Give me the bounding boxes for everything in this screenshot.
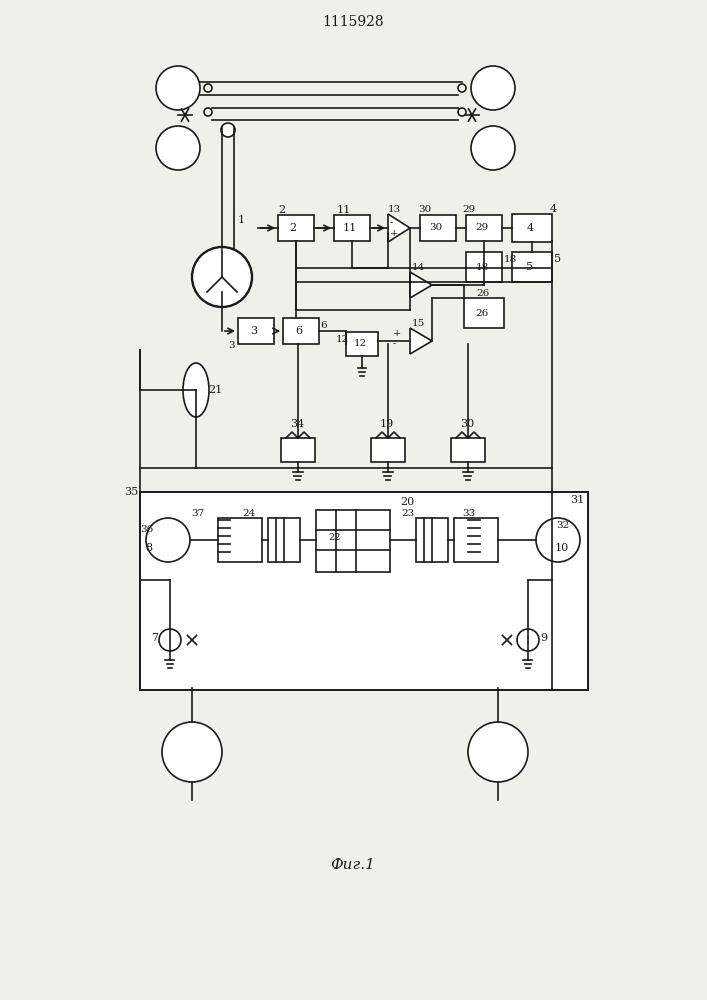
Text: 7: 7 bbox=[151, 633, 158, 643]
Text: 30: 30 bbox=[429, 224, 443, 232]
Text: 30: 30 bbox=[418, 205, 431, 214]
Text: 31: 31 bbox=[570, 495, 584, 505]
Text: 8: 8 bbox=[145, 543, 152, 553]
Text: 6: 6 bbox=[320, 320, 327, 330]
Text: 2: 2 bbox=[278, 205, 285, 215]
Text: 29: 29 bbox=[475, 224, 489, 232]
Bar bbox=[454, 518, 498, 562]
Ellipse shape bbox=[183, 363, 209, 417]
Text: 34: 34 bbox=[290, 419, 304, 429]
Polygon shape bbox=[410, 272, 432, 298]
Text: 18: 18 bbox=[475, 262, 489, 271]
Text: 4: 4 bbox=[550, 204, 557, 214]
Text: +: + bbox=[390, 229, 398, 237]
Text: 12: 12 bbox=[354, 340, 367, 349]
Text: 22: 22 bbox=[328, 532, 341, 542]
Circle shape bbox=[156, 66, 200, 110]
Text: 9: 9 bbox=[540, 633, 547, 643]
Text: 11: 11 bbox=[343, 223, 357, 233]
Bar bbox=[466, 215, 502, 241]
Bar bbox=[268, 518, 300, 562]
Circle shape bbox=[204, 108, 212, 116]
Text: 3: 3 bbox=[228, 340, 235, 350]
Text: 21: 21 bbox=[208, 385, 222, 395]
Text: 5: 5 bbox=[554, 254, 561, 264]
Text: 33: 33 bbox=[462, 508, 475, 518]
Bar bbox=[416, 518, 448, 562]
Circle shape bbox=[471, 66, 515, 110]
Text: -: - bbox=[390, 219, 393, 228]
Text: 19: 19 bbox=[380, 419, 395, 429]
Text: 14: 14 bbox=[412, 263, 425, 272]
Bar bbox=[218, 518, 262, 562]
Text: 20: 20 bbox=[400, 497, 414, 507]
Circle shape bbox=[159, 629, 181, 651]
Bar bbox=[466, 252, 502, 282]
Text: 36: 36 bbox=[140, 526, 153, 534]
Circle shape bbox=[221, 123, 235, 137]
Text: 15: 15 bbox=[412, 320, 425, 328]
Text: 26: 26 bbox=[475, 308, 489, 318]
Circle shape bbox=[204, 84, 212, 92]
Circle shape bbox=[458, 108, 466, 116]
Text: 37: 37 bbox=[192, 508, 205, 518]
Bar bbox=[512, 214, 552, 242]
Text: 29: 29 bbox=[462, 205, 475, 214]
Bar bbox=[420, 215, 456, 241]
Bar bbox=[278, 215, 314, 241]
Bar bbox=[512, 252, 552, 282]
Bar bbox=[371, 438, 405, 462]
Text: 13: 13 bbox=[388, 205, 402, 214]
Circle shape bbox=[517, 629, 539, 651]
Text: -: - bbox=[393, 340, 396, 349]
Text: 10: 10 bbox=[555, 543, 569, 553]
Bar bbox=[464, 298, 504, 328]
Circle shape bbox=[536, 518, 580, 562]
Circle shape bbox=[458, 84, 466, 92]
Text: 4: 4 bbox=[527, 223, 534, 233]
Text: 1115928: 1115928 bbox=[322, 15, 384, 29]
Text: 35: 35 bbox=[124, 487, 138, 497]
Text: 3: 3 bbox=[250, 326, 257, 336]
Text: 2: 2 bbox=[289, 223, 296, 233]
Text: 5: 5 bbox=[527, 262, 534, 272]
Polygon shape bbox=[388, 214, 410, 242]
Bar bbox=[283, 318, 319, 344]
Bar bbox=[238, 318, 274, 344]
Text: 12: 12 bbox=[336, 336, 349, 344]
Text: 26: 26 bbox=[476, 290, 489, 298]
Polygon shape bbox=[410, 328, 432, 354]
Bar bbox=[281, 438, 315, 462]
Bar bbox=[316, 510, 390, 572]
Bar bbox=[334, 215, 370, 241]
Circle shape bbox=[192, 247, 252, 307]
Text: 18: 18 bbox=[504, 254, 518, 263]
Text: +: + bbox=[393, 330, 402, 338]
Circle shape bbox=[156, 126, 200, 170]
Text: 11: 11 bbox=[337, 205, 351, 215]
Text: 32: 32 bbox=[556, 520, 569, 530]
Text: 30: 30 bbox=[460, 419, 474, 429]
Bar bbox=[451, 438, 485, 462]
Text: 1: 1 bbox=[238, 215, 245, 225]
Bar bbox=[346, 332, 378, 356]
Text: 6: 6 bbox=[296, 326, 303, 336]
Circle shape bbox=[146, 518, 190, 562]
Circle shape bbox=[162, 722, 222, 782]
Bar bbox=[140, 492, 588, 690]
Text: 23: 23 bbox=[402, 508, 415, 518]
Text: Фиг.1: Фиг.1 bbox=[331, 858, 375, 872]
Circle shape bbox=[471, 126, 515, 170]
Text: 24: 24 bbox=[243, 508, 256, 518]
Circle shape bbox=[468, 722, 528, 782]
